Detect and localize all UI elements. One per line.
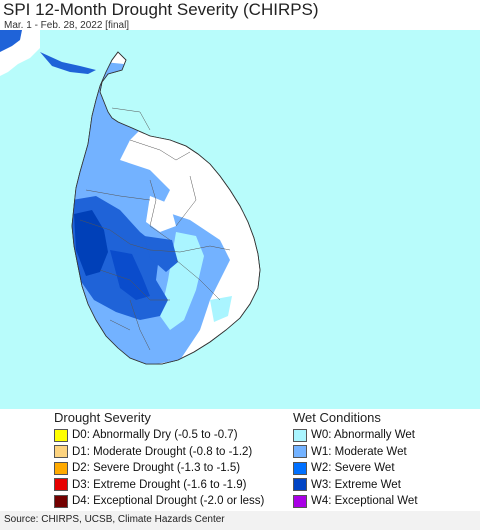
legend-item-d3: D3: Extreme Drought (-1.6 to -1.9) bbox=[54, 477, 264, 494]
normal-region-east bbox=[194, 156, 244, 226]
legend-label-d2: D2: Severe Drought (-1.3 to -1.5) bbox=[72, 462, 241, 475]
legend-label-d4: D4: Exceptional Drought (-2.0 or less) bbox=[72, 495, 265, 508]
drought-legend: Drought Severity D0: Abnormally Dry (-0.… bbox=[54, 409, 264, 510]
swatch-w2 bbox=[293, 461, 307, 475]
swatch-d2 bbox=[54, 461, 68, 475]
swatch-w4 bbox=[293, 494, 307, 508]
legend-item-d1: D1: Moderate Drought (-0.8 to -1.2) bbox=[54, 444, 264, 461]
legend-label-w4: W4: Exceptional Wet bbox=[311, 495, 418, 508]
legend-item-w0: W0: Abnormally Wet bbox=[293, 427, 418, 444]
india-wet-patch bbox=[0, 30, 22, 52]
drought-map bbox=[0, 30, 480, 410]
footer: Source: CHIRPS, UCSB, Climate Hazards Ce… bbox=[0, 511, 480, 530]
legend-item-w2: W2: Severe Wet bbox=[293, 460, 418, 477]
legend-item-d4: D4: Exceptional Drought (-2.0 or less) bbox=[54, 493, 264, 510]
wet-legend: Wet Conditions W0: Abnormally Wet W1: Mo… bbox=[293, 409, 418, 510]
legend-label-d0: D0: Abnormally Dry (-0.5 to -0.7) bbox=[72, 429, 238, 442]
legend-item-d0: D0: Abnormally Dry (-0.5 to -0.7) bbox=[54, 427, 264, 444]
islands bbox=[40, 52, 96, 74]
swatch-w0 bbox=[293, 428, 307, 442]
swatch-w1 bbox=[293, 445, 307, 459]
swatch-d0 bbox=[54, 428, 68, 442]
legend-label-d3: D3: Extreme Drought (-1.6 to -1.9) bbox=[72, 478, 247, 491]
w2-region-2 bbox=[144, 236, 178, 272]
legend-label-w1: W1: Moderate Wet bbox=[311, 445, 407, 458]
w3-region-2 bbox=[110, 250, 150, 300]
legend-item-d2: D2: Severe Drought (-1.3 to -1.5) bbox=[54, 460, 264, 477]
w0-region bbox=[160, 232, 204, 330]
legend-item-w4: W4: Exceptional Wet bbox=[293, 493, 418, 510]
normal-region-center bbox=[146, 196, 176, 232]
drought-legend-title: Drought Severity bbox=[54, 410, 151, 425]
legend: Drought Severity D0: Abnormally Dry (-0.… bbox=[0, 409, 480, 511]
legend-label-w0: W0: Abnormally Wet bbox=[311, 429, 415, 442]
map-subtitle: Mar. 1 - Feb. 28, 2022 [final] bbox=[4, 20, 130, 31]
legend-label-w3: W3: Extreme Wet bbox=[311, 478, 401, 491]
normal-region-north bbox=[132, 128, 196, 184]
swatch-d3 bbox=[54, 478, 68, 492]
legend-item-w3: W3: Extreme Wet bbox=[293, 477, 418, 494]
swatch-w3 bbox=[293, 478, 307, 492]
district-boundaries bbox=[79, 107, 231, 351]
wet-legend-title: Wet Conditions bbox=[293, 410, 381, 425]
legend-label-d1: D1: Moderate Drought (-0.8 to -1.2) bbox=[72, 445, 253, 458]
legend-label-w2: W2: Severe Wet bbox=[311, 462, 395, 475]
legend-item-w1: W1: Moderate Wet bbox=[293, 444, 418, 461]
w0-region-2 bbox=[210, 296, 232, 322]
swatch-d1 bbox=[54, 445, 68, 459]
source-credit: Source: CHIRPS, UCSB, Climate Hazards Ce… bbox=[4, 514, 225, 525]
swatch-d4 bbox=[54, 494, 68, 508]
map-title: SPI 12-Month Drought Severity (CHIRPS) bbox=[3, 0, 319, 19]
